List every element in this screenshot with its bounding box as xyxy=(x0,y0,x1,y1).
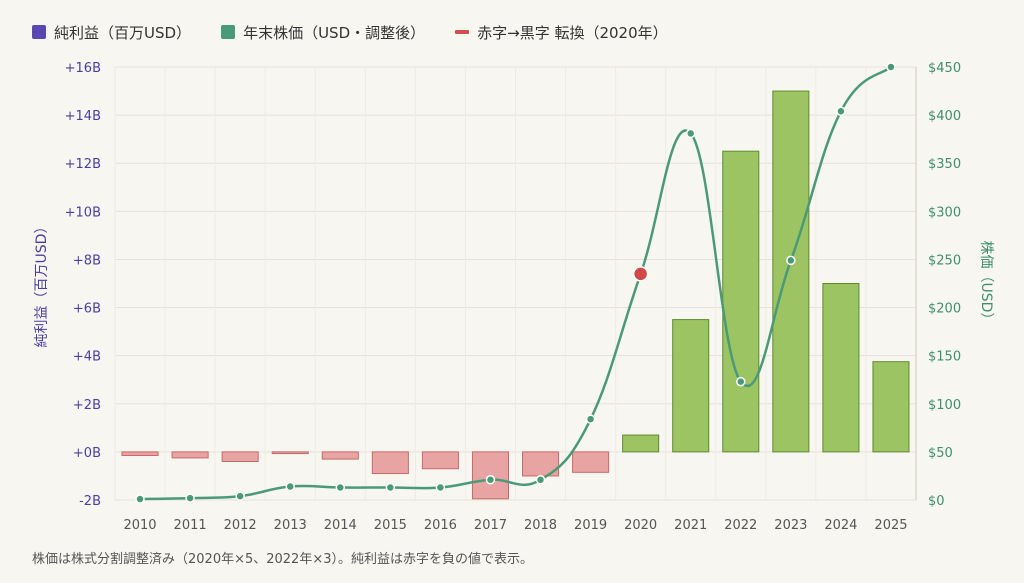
bar xyxy=(321,451,359,460)
price-point xyxy=(786,255,796,266)
bar xyxy=(772,90,810,453)
price-line-layer xyxy=(135,62,896,504)
bar xyxy=(672,319,710,453)
legend-label-transition: 赤字→黒字 転換（2020年） xyxy=(477,23,668,42)
price-point xyxy=(836,106,846,117)
bar xyxy=(421,451,459,470)
bar xyxy=(371,451,409,475)
x-tick-label: 2021 xyxy=(674,518,707,533)
left-tick-label: +14B xyxy=(65,109,101,124)
x-tick-label: 2015 xyxy=(374,518,407,533)
legend-item-net-income[interactable]: 純利益（百万USD） xyxy=(32,22,191,43)
bar xyxy=(822,283,860,453)
price-point xyxy=(285,481,295,492)
x-tick-label: 2012 xyxy=(224,518,257,533)
price-point xyxy=(385,482,396,493)
bar xyxy=(171,451,209,459)
bar xyxy=(271,451,309,455)
legend-swatch-stock-price xyxy=(221,25,236,39)
y2-axis-label: 株価（USD） xyxy=(978,241,994,327)
transition-marker xyxy=(632,266,649,282)
x-tick-label: 2025 xyxy=(874,518,907,533)
legend-item-stock-price[interactable]: 年末株価（USD・調整後） xyxy=(221,22,425,43)
right-tick-label: $0 xyxy=(928,494,945,509)
right-tick-label: $200 xyxy=(928,302,961,317)
right-tick-label: $400 xyxy=(928,109,961,124)
x-tick-label: 2020 xyxy=(624,518,657,533)
price-point xyxy=(435,482,446,493)
left-tick-label: -2B xyxy=(79,494,101,509)
left-tick-label: +0B xyxy=(73,446,101,461)
price-point xyxy=(235,491,245,501)
x-tick-label: 2011 xyxy=(174,518,207,533)
right-tick-label: $450 xyxy=(928,61,961,76)
price-point xyxy=(535,475,546,485)
footnote: 株価は株式分割調整済み（2020年×5、2022年×3）。純利益は赤字を負の値で… xyxy=(32,552,533,567)
x-tick-label: 2018 xyxy=(524,518,557,533)
bar xyxy=(121,451,159,456)
x-tick-label: 2013 xyxy=(274,518,307,533)
price-point xyxy=(685,128,696,139)
right-axis-ticks: $0 $50 $100 $150 $200 $250 $300 $350 $400 $450 xyxy=(928,61,961,509)
left-tick-label: +6B xyxy=(73,302,101,317)
bar xyxy=(722,150,760,453)
right-tick-label: $350 xyxy=(928,157,961,172)
x-tick-label: 2014 xyxy=(324,518,357,533)
price-point xyxy=(585,414,596,424)
left-tick-label: +8B xyxy=(73,253,101,268)
legend-label-stock-price: 年末株価（USD・調整後） xyxy=(243,23,426,42)
y-axis-label: 純利益（百万USD） xyxy=(34,220,50,348)
x-tick-label: 2023 xyxy=(774,518,807,533)
legend-item-transition[interactable]: 赤字→黒字 転換（2020年） xyxy=(455,22,668,43)
price-point xyxy=(185,493,195,503)
bars xyxy=(121,90,910,500)
x-tick-label: 2016 xyxy=(424,518,457,533)
legend: 純利益（百万USD） 年末株価（USD・調整後） 赤字→黒字 転換（2020年） xyxy=(32,20,698,44)
legend-swatch-transition xyxy=(455,30,470,34)
left-axis-ticks: -2B +0B +2B +4B +6B +8B +10B +12B +14B +16B xyxy=(65,61,101,509)
left-tick-label: +4B xyxy=(73,350,101,365)
right-tick-label: $300 xyxy=(928,205,961,220)
x-tick-label: 2022 xyxy=(724,518,757,533)
bar xyxy=(872,361,910,453)
right-tick-label: $150 xyxy=(928,350,961,365)
bar xyxy=(221,451,259,463)
x-tick-label: 2010 xyxy=(123,518,156,533)
price-point xyxy=(736,376,746,387)
x-tick-label: 2024 xyxy=(824,518,857,533)
price-point xyxy=(886,62,896,72)
x-tick-label: 2017 xyxy=(474,518,507,533)
right-tick-label: $50 xyxy=(928,446,953,461)
right-tick-label: $250 xyxy=(928,253,961,268)
left-tick-label: +10B xyxy=(65,205,101,220)
price-point xyxy=(135,494,145,504)
left-tick-label: +12B xyxy=(65,157,101,172)
price-point xyxy=(485,475,496,485)
legend-swatch-net-income xyxy=(32,25,46,39)
x-tick-label: 2019 xyxy=(574,518,607,533)
price-point xyxy=(335,482,346,493)
bar xyxy=(622,434,660,453)
x-axis-ticks: 2010 2011 2012 2013 2014 2015 2016 2017 2018 2019… xyxy=(123,518,907,533)
left-tick-label: +16B xyxy=(65,61,101,76)
right-tick-label: $100 xyxy=(928,398,961,413)
legend-label-net-income: 純利益（百万USD） xyxy=(54,23,192,42)
left-tick-label: +2B xyxy=(73,398,101,413)
bar xyxy=(572,451,610,473)
